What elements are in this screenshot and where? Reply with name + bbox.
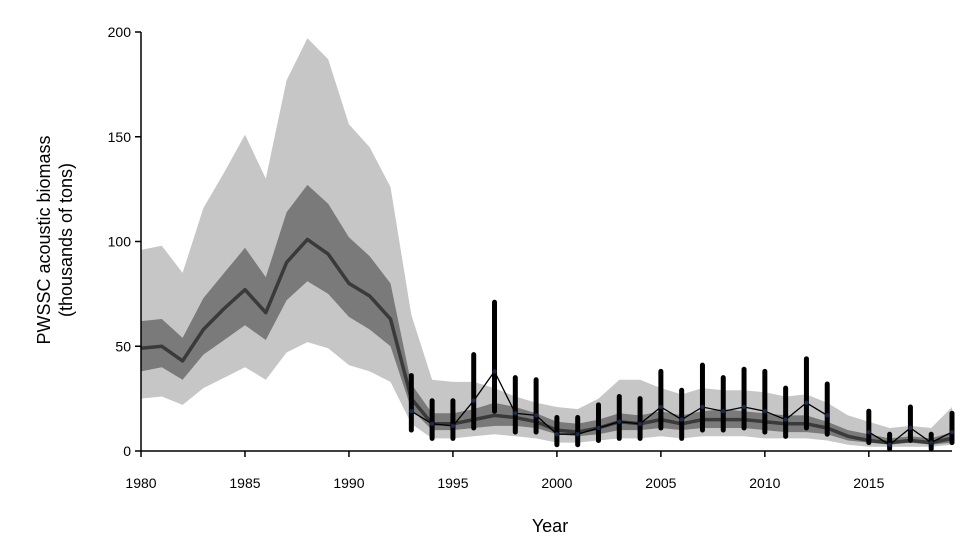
observed-point <box>721 408 726 414</box>
inner-interval-band <box>141 184 952 445</box>
observed-point <box>804 400 809 406</box>
observed-point <box>575 432 580 437</box>
axes: 0 50 100 150 200 1980 1985 1990 1995 2000 2005 2010… <box>108 24 952 491</box>
y-tick-label: 0 <box>123 443 131 459</box>
observed-point <box>513 411 518 416</box>
x-tick-label: 1995 <box>437 475 468 491</box>
x-tick-label: 2000 <box>541 475 572 491</box>
observed-point <box>492 369 497 374</box>
x-tick-label: 2015 <box>853 475 884 491</box>
y-axis-title: PWSSC acoustic biomass (thousands of ton… <box>34 135 76 344</box>
observed-point <box>866 429 872 435</box>
observed-point <box>637 421 643 426</box>
observed-point <box>949 429 955 435</box>
x-axis-title: Year <box>532 516 568 536</box>
observed-point <box>887 442 892 447</box>
observed-point <box>741 404 747 410</box>
observed-point <box>700 404 705 410</box>
observed-point <box>533 413 539 418</box>
x-tick-label: 2005 <box>645 475 676 491</box>
observed-point <box>762 408 768 414</box>
y-tick-label: 200 <box>108 24 132 40</box>
y-tick-label: 150 <box>108 129 132 145</box>
y-tick-label: 50 <box>115 338 131 354</box>
observed-series <box>408 299 955 452</box>
x-tick-label: 1990 <box>333 475 364 491</box>
y-axis-title-line2: (thousands of tons) <box>56 163 76 317</box>
observed-point <box>658 404 664 410</box>
observed-point <box>596 425 601 431</box>
observed-point <box>450 423 456 429</box>
x-tick-label: 1980 <box>125 475 156 491</box>
observed-point <box>429 421 435 426</box>
observed-point <box>617 419 622 424</box>
estimate-bands <box>141 38 952 447</box>
x-tick-label: 1985 <box>229 475 260 491</box>
observed-point <box>679 417 684 422</box>
y-axis-title-line1: PWSSC acoustic biomass <box>34 135 54 344</box>
y-tick-label: 100 <box>108 234 132 250</box>
outer-interval-band <box>141 38 952 447</box>
median-line-group <box>140 237 953 445</box>
observed-point <box>783 417 788 422</box>
observed-point <box>929 440 934 445</box>
observed-point <box>825 413 830 418</box>
observed-point <box>409 408 414 414</box>
observed-point <box>471 398 476 403</box>
x-tick-label: 2010 <box>749 475 780 491</box>
median-line <box>140 237 953 445</box>
observed-point <box>554 432 560 437</box>
observed-point <box>908 425 913 431</box>
